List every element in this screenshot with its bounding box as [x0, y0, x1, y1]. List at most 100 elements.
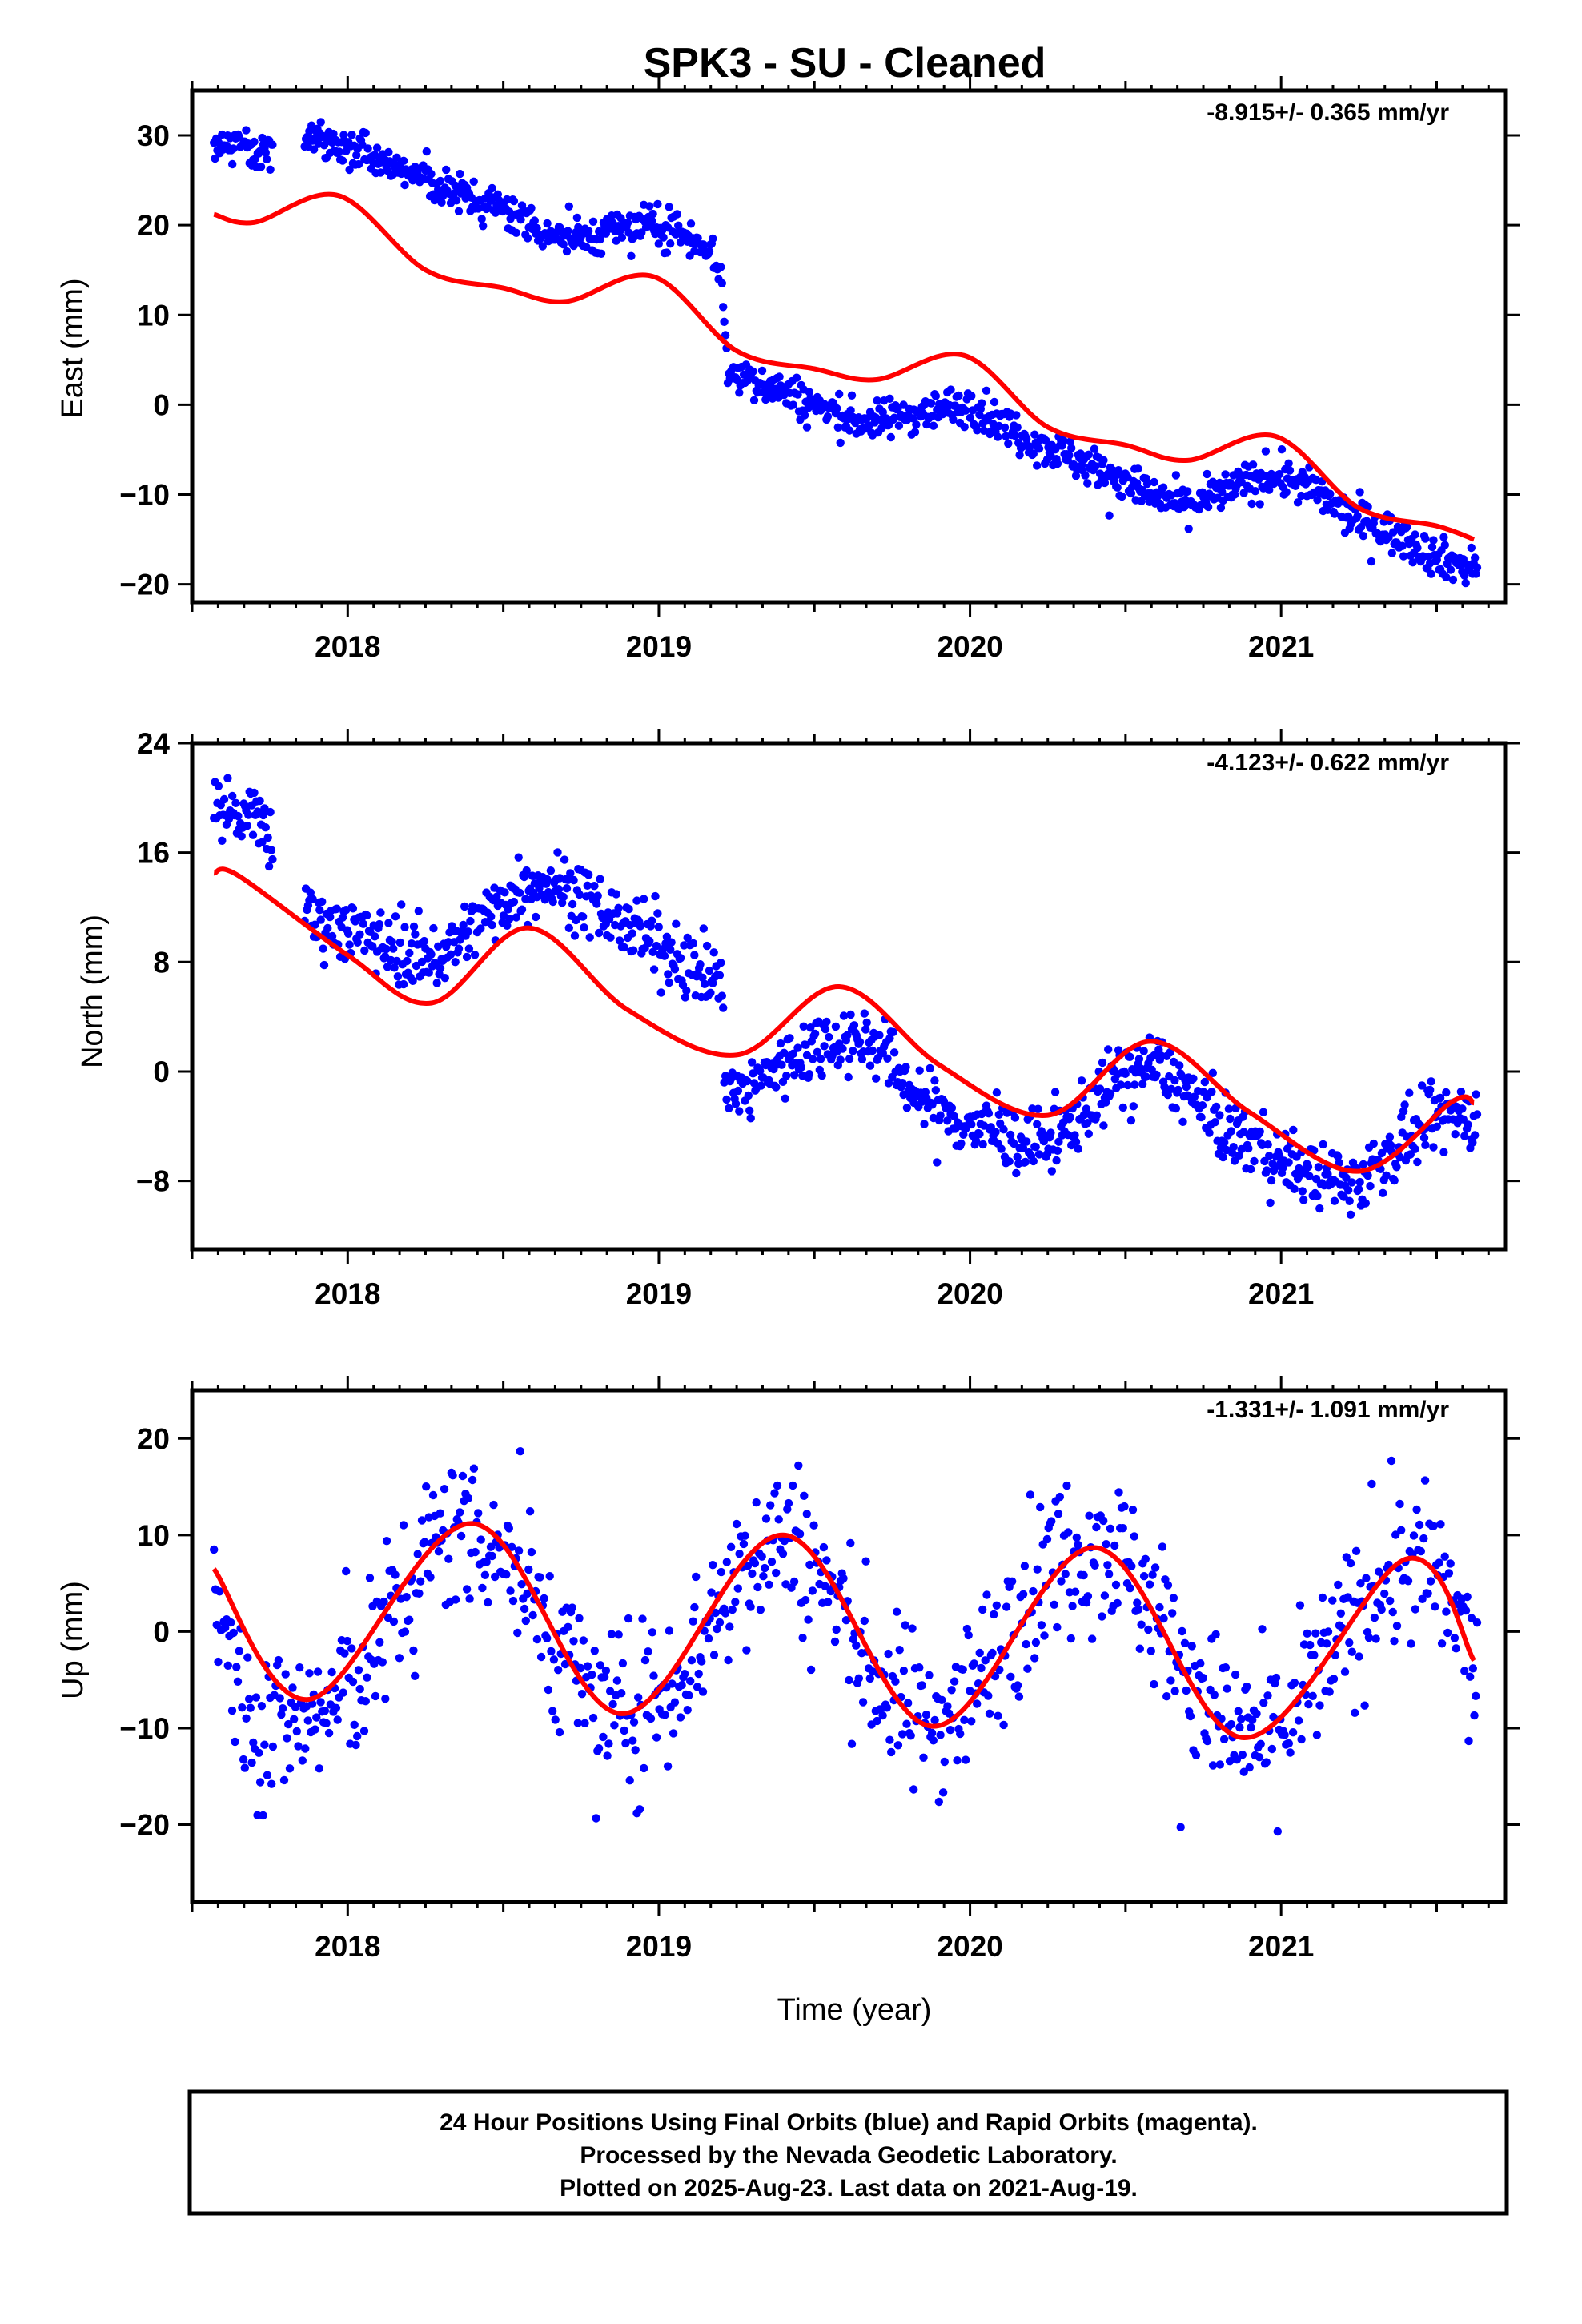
- data-point: [509, 196, 519, 206]
- data-point: [1004, 439, 1013, 448]
- data-point: [936, 1731, 945, 1739]
- footer-frame: [187, 2089, 1509, 2216]
- data-point: [1359, 1160, 1368, 1169]
- y-tick-label: 10: [137, 299, 170, 332]
- data-point: [466, 916, 475, 926]
- data-point: [1472, 1618, 1482, 1627]
- data-point: [1298, 1187, 1307, 1196]
- data-point: [947, 1686, 956, 1695]
- data-point: [967, 392, 976, 400]
- data-point: [210, 1545, 219, 1554]
- data-point: [865, 1674, 875, 1683]
- data-point: [1330, 509, 1339, 518]
- data-point: [800, 1491, 809, 1501]
- data-point: [246, 1703, 255, 1712]
- data-point: [506, 1586, 515, 1595]
- data-point: [1315, 1204, 1324, 1213]
- data-point: [823, 412, 833, 421]
- data-point: [1053, 459, 1062, 468]
- data-point: [559, 240, 568, 249]
- data-point: [1100, 1591, 1110, 1600]
- data-point: [1126, 489, 1136, 498]
- data-point: [354, 1666, 363, 1675]
- data-point: [849, 1021, 859, 1030]
- data-point: [1033, 1565, 1042, 1574]
- data-point: [1034, 1104, 1042, 1113]
- data-point: [584, 227, 593, 235]
- data-point: [1061, 1570, 1070, 1578]
- data-point: [408, 976, 417, 986]
- data-point: [1022, 1137, 1031, 1146]
- data-point: [1021, 1157, 1030, 1167]
- data-point: [387, 937, 396, 947]
- data-point: [1261, 447, 1271, 456]
- data-point: [1207, 1088, 1216, 1096]
- data-point: [378, 1658, 387, 1667]
- data-point: [654, 923, 663, 931]
- data-point: [477, 215, 486, 223]
- data-point: [1456, 1088, 1466, 1096]
- data-point: [793, 390, 802, 399]
- data-point: [749, 396, 759, 404]
- data-point: [999, 1125, 1008, 1134]
- data-point: [1166, 1676, 1175, 1685]
- data-point: [1150, 1051, 1158, 1060]
- data-point: [1371, 1634, 1380, 1643]
- data-point: [1113, 1598, 1122, 1608]
- data-point: [309, 145, 319, 154]
- y-tick-label: 30: [137, 119, 170, 152]
- data-point: [810, 1029, 820, 1039]
- data-point: [690, 951, 699, 959]
- data-point: [536, 1573, 544, 1582]
- data-point: [1346, 1558, 1355, 1568]
- data-point: [1306, 1640, 1315, 1650]
- data-point: [1366, 1181, 1375, 1191]
- data-point: [488, 1551, 496, 1561]
- data-point: [1263, 1140, 1272, 1149]
- data-point: [847, 1739, 857, 1748]
- data-point: [1031, 1143, 1040, 1152]
- data-point: [301, 1744, 310, 1753]
- data-point: [752, 1498, 761, 1507]
- data-point: [1388, 1607, 1397, 1617]
- data-point: [1290, 1184, 1299, 1194]
- data-point: [926, 399, 936, 408]
- data-point: [1461, 578, 1470, 588]
- data-point: [621, 1739, 630, 1748]
- data-point: [821, 1025, 830, 1034]
- data-point: [1467, 543, 1476, 553]
- data-point: [1279, 1164, 1287, 1172]
- data-point: [231, 1737, 239, 1747]
- data-point: [298, 1756, 307, 1765]
- data-point: [973, 426, 982, 435]
- data-point: [405, 948, 414, 958]
- data-point: [1220, 1138, 1229, 1148]
- data-point: [978, 1140, 987, 1149]
- data-point: [458, 1471, 468, 1481]
- data-point: [1126, 1052, 1134, 1062]
- data-point: [1255, 1753, 1264, 1762]
- data-point: [846, 1010, 855, 1019]
- data-point: [717, 263, 725, 271]
- data-point: [319, 960, 329, 970]
- data-point: [631, 1746, 640, 1755]
- data-point: [359, 1727, 369, 1735]
- data-point: [451, 958, 460, 967]
- data-point: [854, 1674, 864, 1683]
- data-point: [776, 1039, 785, 1048]
- data-point: [384, 147, 393, 157]
- data-point: [1255, 1127, 1264, 1136]
- data-point: [1416, 1546, 1426, 1556]
- data-point: [627, 251, 636, 260]
- data-point: [927, 1728, 937, 1738]
- data-point: [569, 875, 578, 885]
- plot-frame: [190, 741, 1508, 1252]
- data-point: [1054, 1137, 1063, 1146]
- data-point: [666, 945, 675, 955]
- data-point: [1174, 1085, 1182, 1095]
- data-point: [247, 1758, 256, 1767]
- data-point: [257, 1702, 267, 1711]
- data-point: [255, 1778, 265, 1787]
- data-point: [1269, 1712, 1278, 1722]
